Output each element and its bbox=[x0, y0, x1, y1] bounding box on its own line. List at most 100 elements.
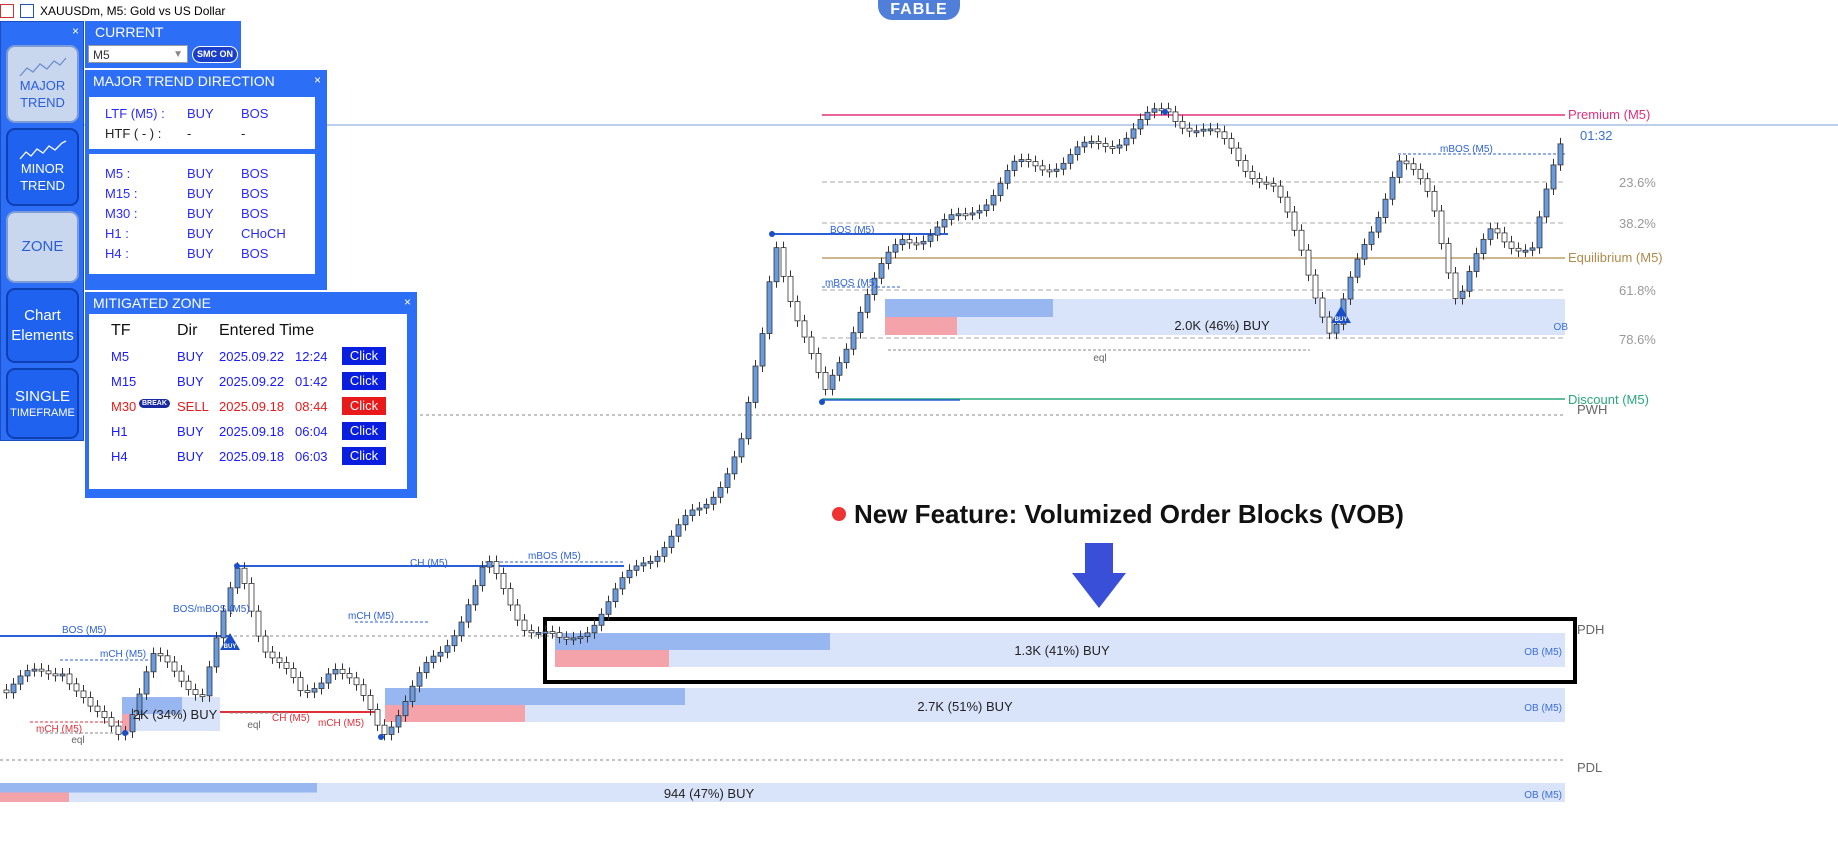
candle-body bbox=[17, 675, 24, 685]
mitigated-dir: BUY bbox=[177, 424, 204, 439]
trend-tf: M5 : bbox=[105, 166, 131, 181]
candle-body bbox=[899, 239, 906, 246]
candle-body bbox=[451, 635, 458, 647]
candle-body bbox=[885, 251, 892, 264]
candle-body bbox=[1053, 168, 1060, 172]
order-block-volume-label: 944 (47%) BUY bbox=[664, 786, 755, 801]
candle-body bbox=[1312, 274, 1319, 299]
candle-body bbox=[1543, 188, 1550, 218]
candle-body bbox=[955, 213, 962, 217]
candle-body bbox=[248, 583, 255, 612]
window-title-bar: XAUUSDm, M5: Gold vs US Dollar bbox=[0, 0, 225, 22]
toolbar-close-icon[interactable]: × bbox=[71, 24, 79, 38]
candle-body bbox=[339, 668, 346, 674]
candle-body bbox=[1410, 163, 1417, 170]
candle-body bbox=[150, 653, 157, 673]
candle-body bbox=[850, 332, 857, 350]
candle-body bbox=[1515, 247, 1522, 252]
candle-body bbox=[640, 562, 647, 567]
mitigated-tf: M5 bbox=[111, 349, 130, 364]
single-timeframe-button[interactable]: SINGLE TIMEFRAME bbox=[6, 368, 79, 439]
candle-body bbox=[703, 503, 710, 509]
candle-body bbox=[773, 247, 780, 283]
candle-body bbox=[430, 655, 437, 663]
candle-body bbox=[1046, 169, 1053, 173]
candle-body bbox=[1487, 228, 1494, 240]
zone-button[interactable]: ZONE bbox=[6, 211, 79, 283]
candle-body bbox=[1480, 238, 1487, 255]
candle-body bbox=[1228, 138, 1235, 149]
smc-toggle-button[interactable]: SMC ON bbox=[192, 46, 238, 63]
mitigated-tf: M15 bbox=[111, 374, 137, 389]
trend-tf: HTF ( - ) : bbox=[105, 126, 162, 141]
candle-body bbox=[1529, 247, 1536, 251]
candle-body bbox=[647, 560, 654, 564]
candle-body bbox=[731, 456, 738, 475]
candle-body bbox=[1396, 160, 1403, 178]
mitigated-click-button[interactable]: Click bbox=[342, 372, 386, 390]
candle-body bbox=[3, 689, 10, 694]
candle-body bbox=[311, 688, 318, 693]
candle-body bbox=[10, 683, 17, 694]
major-trend-button[interactable]: MAJOR TREND bbox=[6, 45, 79, 123]
swing-point-dot bbox=[122, 730, 128, 736]
fib-level-label: 61.8% bbox=[1619, 283, 1656, 298]
single-timeframe-label-2: TIMEFRAME bbox=[10, 407, 75, 420]
candle-body bbox=[920, 240, 927, 245]
candle-body bbox=[1298, 229, 1305, 251]
fib-level-label: 23.6% bbox=[1619, 175, 1656, 190]
candle-body bbox=[1109, 146, 1116, 149]
mitigated-dir: SELL bbox=[177, 399, 209, 414]
candle-body bbox=[409, 685, 416, 702]
mitigated-date: 2025.09.22 bbox=[219, 349, 285, 364]
order-block-buy-volume bbox=[385, 688, 685, 705]
candle-body bbox=[976, 210, 983, 214]
chart-elements-button[interactable]: Chart Elements bbox=[6, 288, 79, 363]
candle-body bbox=[1032, 161, 1039, 167]
trend-dir: BUY bbox=[187, 186, 214, 201]
candle-body bbox=[759, 333, 766, 367]
candle-body bbox=[164, 655, 171, 663]
candle-body bbox=[101, 710, 108, 719]
minor-trend-label-1: MINOR bbox=[20, 161, 65, 177]
fib-level-label: Discount (M5) bbox=[1568, 392, 1649, 407]
candle-body bbox=[738, 438, 745, 458]
trend-type: BOS bbox=[241, 166, 269, 181]
mitigated-click-button[interactable]: Click bbox=[342, 397, 386, 415]
order-block-buy-volume bbox=[555, 633, 830, 650]
major-trend-panel: MAJOR TREND DIRECTION × LTF (M5) : BUY B… bbox=[85, 70, 327, 290]
candle-body bbox=[584, 632, 591, 638]
candle-body bbox=[115, 725, 122, 735]
candle-body bbox=[136, 693, 143, 716]
candle-body bbox=[1277, 185, 1284, 198]
candle-body bbox=[822, 372, 829, 390]
candle-body bbox=[1067, 154, 1074, 164]
candle-body bbox=[892, 244, 899, 253]
minor-trend-button[interactable]: MINOR TREND bbox=[6, 128, 79, 206]
timeframe-select[interactable]: M5 ▼ bbox=[88, 45, 188, 63]
mitigated-table: TF Dir Entered Time M5 BUY 2025.09.22 12:24… bbox=[89, 314, 407, 489]
candle-body bbox=[1501, 232, 1508, 243]
candle-body bbox=[570, 637, 577, 641]
mitigated-click-button[interactable]: Click bbox=[342, 422, 386, 440]
mitigated-panel-close-icon[interactable]: × bbox=[403, 295, 411, 309]
structure-label: mBOS (M5) bbox=[528, 551, 581, 562]
candle-body bbox=[843, 348, 850, 364]
zone-label: ZONE bbox=[21, 238, 64, 256]
mitigated-click-button[interactable]: Click bbox=[342, 347, 386, 365]
candle-body bbox=[1235, 147, 1242, 161]
buy-marker-icon bbox=[1331, 306, 1351, 323]
fib-level-label: Premium (M5) bbox=[1568, 107, 1650, 122]
mitigated-date: 2025.09.18 bbox=[219, 399, 285, 414]
candle-body bbox=[31, 668, 38, 672]
single-timeframe-label-1: SINGLE bbox=[14, 387, 71, 405]
trend-tf: H4 : bbox=[105, 246, 129, 261]
trend-panel-close-icon[interactable]: × bbox=[313, 73, 321, 87]
candle-body bbox=[1095, 140, 1102, 144]
pin-icon bbox=[832, 507, 846, 521]
eql-label: eql bbox=[1093, 353, 1106, 364]
candle-body bbox=[59, 673, 66, 677]
swing-point-dot bbox=[819, 399, 825, 405]
mitigated-click-button[interactable]: Click bbox=[342, 447, 386, 465]
